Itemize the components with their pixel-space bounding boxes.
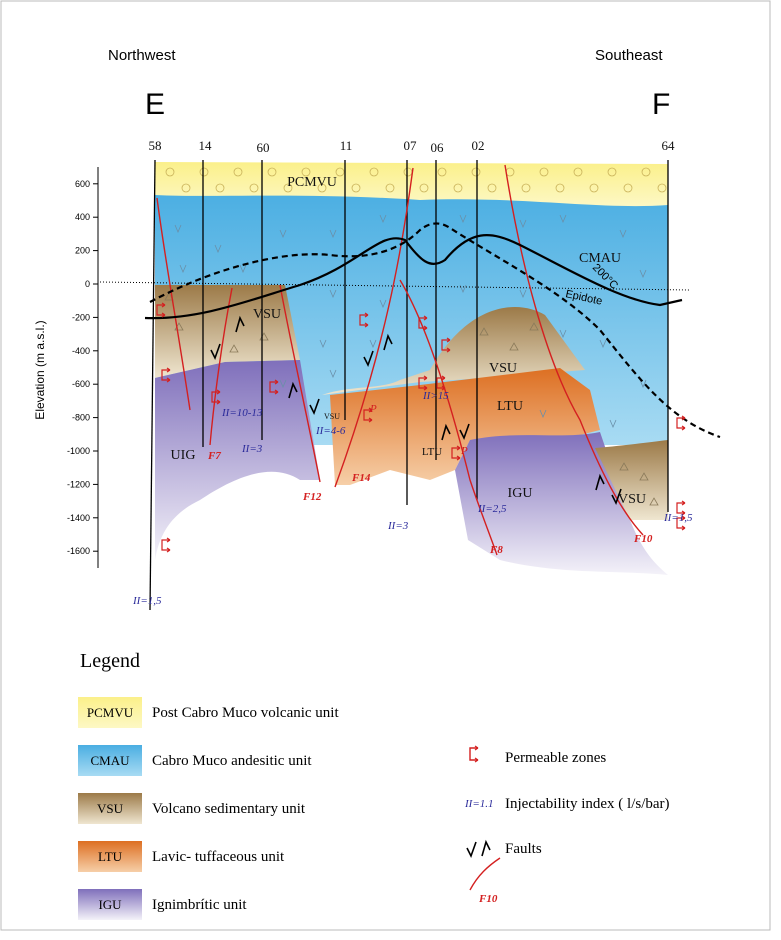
legend-code: CMAU [90, 753, 130, 768]
fault-label: F14 [351, 472, 371, 484]
unit-label: VSU [618, 492, 646, 507]
legend-code: VSU [97, 801, 124, 816]
y-tick-label: 400 [75, 212, 90, 222]
well-label: 60 [257, 140, 270, 155]
unit-label: IGU [508, 486, 533, 501]
legend-name: Volcano sedimentary unit [152, 801, 306, 817]
y-tick-label: -800 [72, 413, 90, 423]
legend-units: PCMVU Post Cabro Muco volcanic unit CMAU Ca… [78, 697, 339, 920]
well-label: 02 [472, 138, 485, 153]
direction-left: Northwest [108, 47, 176, 64]
legend-code: IGU [98, 897, 122, 912]
y-tick-label: -400 [72, 346, 90, 356]
permeable-mark: P [369, 403, 377, 415]
unit-label: UIG [171, 448, 196, 463]
injectability-label: II=4-6 [315, 425, 346, 437]
y-tick-label: -1600 [67, 546, 90, 556]
y-axis-label: Elevation (m a.s.l.) [33, 320, 47, 419]
injectability-label: II>15 [422, 390, 449, 402]
well-label: 07 [404, 138, 418, 153]
well-labels: 58 14 60 11 07 06 02 64 [149, 138, 676, 155]
unit-label: VSU [489, 361, 517, 376]
well-label: 64 [662, 138, 676, 153]
legend-name: Cabro Muco andesitic unit [152, 753, 312, 769]
unit-label: CMAU [579, 251, 621, 266]
legend-symbols: Permeable zones II=1.1 Injectability ind… [464, 746, 670, 905]
unit-label: VSU [253, 307, 281, 322]
well-label: 14 [199, 138, 213, 153]
injectability-label: II=1,5 [663, 512, 693, 524]
y-tick-label: -600 [72, 379, 90, 389]
injectability-label: II=10-13 [221, 407, 263, 419]
injectability-label: II=3 [241, 443, 263, 455]
fault-label: F7 [207, 450, 221, 462]
legend-code: LTU [98, 849, 123, 864]
injectability-label: II=3 [387, 520, 409, 532]
unit-label: PCMVU [287, 175, 337, 190]
y-tick-label: 200 [75, 246, 90, 256]
direction-right: Southeast [595, 47, 663, 64]
y-tick-label: -1000 [67, 446, 90, 456]
y-ticks: 600 400 200 0 -200 -400 -600 -800 -1000 -1200 -140… [67, 179, 98, 556]
permeable-zone [677, 416, 685, 430]
legend-code: PCMVU [87, 705, 134, 720]
legend-label: Injectability index ( l/s/bar) [505, 796, 670, 812]
well-line [150, 160, 155, 610]
legend-label: Permeable zones [505, 750, 606, 766]
well-label: 06 [431, 140, 445, 155]
legend-fault-line [470, 858, 500, 890]
well-label: 58 [149, 138, 162, 153]
injectability-label: II=1,5 [132, 595, 162, 607]
legend-permeable-icon [470, 748, 478, 760]
injectability-label: II=2,5 [477, 503, 507, 515]
section-layers [155, 162, 668, 575]
y-tick-label: 0 [85, 279, 90, 289]
unit-label: VSU [324, 412, 340, 421]
section-letter-left: E [145, 88, 165, 121]
y-tick-label: 600 [75, 179, 90, 189]
unit-label: LTU [422, 446, 442, 458]
fault-label: F12 [302, 491, 322, 503]
y-tick-label: -200 [72, 312, 90, 322]
legend-name: Lavic- tuffaceous unit [152, 849, 285, 865]
legend-ii-code: II=1.1 [464, 798, 494, 810]
fault-label: F8 [489, 544, 503, 556]
permeable-mark: P [460, 445, 468, 457]
legend-name: Post Cabro Muco volcanic unit [152, 705, 339, 721]
legend-fault-icon [467, 842, 490, 856]
legend-name: Ignimbrític unit [152, 897, 247, 913]
unit-label: LTU [497, 399, 523, 414]
section-letter-right: F [652, 88, 670, 121]
permeable-zone [162, 538, 170, 552]
page: Northwest Southeast E F 600 400 200 0 -200 -4… [0, 0, 781, 940]
well-label: 11 [340, 138, 353, 153]
legend-fault-code: F10 [478, 893, 498, 905]
y-tick-label: -1400 [67, 513, 90, 523]
legend-label: Faults [505, 841, 542, 857]
fault-label: F10 [633, 533, 653, 545]
y-tick-label: -1200 [67, 479, 90, 489]
legend-title: Legend [80, 650, 140, 672]
